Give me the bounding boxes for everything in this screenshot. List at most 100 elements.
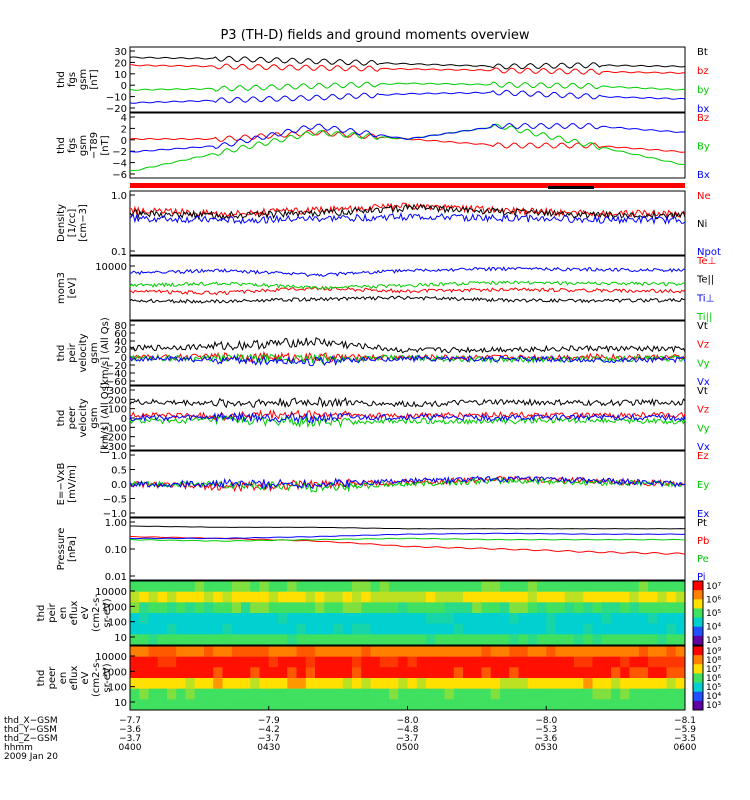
heatmap-cell xyxy=(361,699,371,710)
colorbar-segment xyxy=(693,635,703,646)
heatmap-cell xyxy=(444,613,454,624)
heatmap-cell xyxy=(601,623,611,635)
legend-entry: Npot xyxy=(697,247,721,258)
panel-frame xyxy=(129,255,686,321)
ephemeris-row-label: thd_Y−GSM xyxy=(4,725,57,735)
heatmap-cell xyxy=(370,699,380,710)
heatmap-cell xyxy=(546,646,556,657)
heatmap-cell xyxy=(148,591,158,603)
colorbar-label: 10⁶ xyxy=(706,674,721,684)
series-line xyxy=(129,123,686,172)
heatmap-cell xyxy=(592,699,602,710)
heatmap-cell xyxy=(204,699,214,710)
colorbar-label: 10⁸ xyxy=(706,656,721,666)
heatmap-cell xyxy=(527,688,537,700)
heatmap-cell xyxy=(130,581,140,592)
series-line xyxy=(129,475,686,491)
ephemeris-value: −5.3 xyxy=(535,725,557,735)
series-line xyxy=(129,81,686,92)
heatmap-cell xyxy=(611,656,621,668)
y-tick-label: 0.0 xyxy=(111,480,127,491)
ephemeris-value: −8.0 xyxy=(397,716,419,726)
series-line xyxy=(129,203,686,220)
heatmap-cell xyxy=(278,581,288,592)
heatmap-cell xyxy=(250,602,260,613)
heatmap-cell xyxy=(287,699,297,710)
y-axis-label: gsm xyxy=(78,69,89,90)
y-axis-label: thd xyxy=(36,670,47,687)
y-tick-label: 1.00 xyxy=(105,518,127,529)
heatmap-cell xyxy=(398,688,408,700)
y-tick-label: 10 xyxy=(114,633,127,644)
heatmap-cell xyxy=(629,646,639,657)
y-tick-label: −6 xyxy=(112,170,127,181)
heatmap-cell xyxy=(139,613,149,624)
y-axis-label: −T89 xyxy=(89,132,100,159)
heatmap-cell xyxy=(296,634,306,645)
heatmap-cell xyxy=(453,591,463,603)
legend-entry: Bx xyxy=(697,170,710,181)
heatmap-cell xyxy=(342,602,352,613)
heatmap-cell xyxy=(453,656,463,668)
heatmap-cell xyxy=(259,646,269,657)
y-tick-label: −0.5 xyxy=(103,495,127,506)
colorbar-segment xyxy=(693,626,703,637)
heatmap-cell xyxy=(167,688,177,700)
heatmap-cell xyxy=(416,699,426,710)
heatmap-cell xyxy=(389,646,399,657)
heatmap-cell xyxy=(324,581,334,592)
heatmap-cell xyxy=(361,688,371,700)
heatmap-cell xyxy=(527,634,537,645)
heatmap-cell xyxy=(222,591,232,603)
heatmap-cell xyxy=(287,581,297,592)
heatmap-cell xyxy=(638,667,648,678)
colorbar-segment xyxy=(693,655,703,665)
legend-entry: Pe xyxy=(697,554,709,565)
heatmap-cell xyxy=(222,613,232,624)
y-tick-label: 4 xyxy=(121,113,127,124)
y-tick-label: −4 xyxy=(112,159,127,170)
heatmap-cell xyxy=(611,678,621,689)
heatmap-cell xyxy=(407,623,417,635)
ephemeris-value: −7.9 xyxy=(258,716,280,726)
heatmap-cell xyxy=(509,602,519,613)
heatmap-cell xyxy=(490,699,500,710)
heatmap-cell xyxy=(194,634,204,645)
heatmap-cell xyxy=(222,634,232,645)
heatmap-cell xyxy=(352,581,362,592)
heatmap-cell xyxy=(130,591,140,603)
heatmap-cell xyxy=(416,678,426,689)
heatmap-cell xyxy=(370,613,380,624)
y-axis-label: en xyxy=(58,607,69,620)
heatmap-cell xyxy=(259,613,269,624)
heatmap-cell xyxy=(213,699,223,710)
y-tick-label: −100 xyxy=(100,423,127,434)
y-axis-label: [nPa] xyxy=(67,536,78,562)
heatmap-cell xyxy=(379,656,389,668)
heatmap-cell xyxy=(629,613,639,624)
y-tick-label: 0 xyxy=(121,136,127,147)
y-axis-label: [nT] xyxy=(89,69,100,89)
y-axis-label: eV xyxy=(80,671,91,684)
heatmap-cell xyxy=(601,699,611,710)
heatmap-band xyxy=(130,613,685,625)
heatmap-cell xyxy=(398,602,408,613)
heatmap-cell xyxy=(352,623,362,635)
colorbar-segment xyxy=(693,673,703,684)
heatmap-cell xyxy=(638,656,648,668)
heatmap-band xyxy=(130,678,685,690)
y-tick-label: −20 xyxy=(106,361,127,372)
heatmap-cell xyxy=(324,667,334,678)
heatmap-cell xyxy=(611,602,621,613)
heatmap-cell xyxy=(435,613,445,624)
legend-entry: Pb xyxy=(697,536,709,547)
colorbar-segment xyxy=(693,700,703,711)
heatmap-cell xyxy=(213,678,223,689)
colorbar-frame xyxy=(692,645,704,711)
y-tick-label: 60 xyxy=(114,329,127,340)
heatmap-cell xyxy=(296,678,306,689)
y-tick-label: 0.5 xyxy=(111,466,127,477)
y-axis-label: gsm xyxy=(78,135,89,156)
colorbar-label: 10⁶ xyxy=(706,596,721,606)
heatmap-cell xyxy=(555,613,565,624)
